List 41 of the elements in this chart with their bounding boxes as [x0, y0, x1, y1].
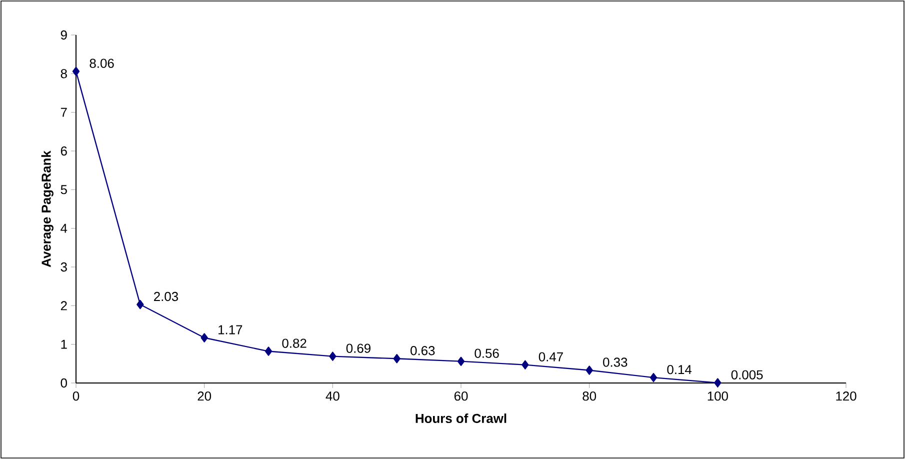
x-tick-label: 40 — [326, 392, 340, 401]
y-axis-title: Average PageRank — [41, 150, 54, 268]
data-label: 0.63 — [410, 346, 435, 356]
y-tick-label: 7 — [60, 108, 67, 117]
y-tick-label: 1 — [61, 340, 67, 349]
data-label: 0.69 — [346, 344, 370, 353]
y-tick-label: 4 — [60, 224, 68, 233]
x-tick-label: 100 — [708, 392, 728, 401]
point — [200, 333, 208, 342]
point — [264, 346, 272, 356]
y-tick-label: 6 — [60, 146, 67, 156]
point — [457, 356, 465, 366]
y-tick-label: 9 — [60, 30, 67, 40]
point — [72, 66, 80, 76]
point — [586, 366, 593, 375]
x-tick-label: 80 — [582, 392, 596, 401]
x-tick-label: 0 — [72, 392, 80, 401]
x-tick-label: 120 — [836, 392, 856, 401]
point — [136, 300, 144, 310]
data-label: 8.06 — [90, 58, 114, 68]
y-tick-label: 2 — [60, 301, 67, 310]
y-tick-label: 5 — [60, 185, 67, 194]
data-label: 2.03 — [154, 292, 178, 302]
data-label: 0.47 — [538, 352, 563, 362]
data-label: 1.17 — [218, 325, 242, 334]
y-tick-label: 0 — [60, 378, 67, 388]
x-axis-title: Hours of Crawl — [416, 414, 506, 424]
x-tick-label: 60 — [454, 392, 468, 401]
data-label: 0.005 — [731, 370, 763, 380]
data-label: 0.33 — [603, 358, 628, 367]
point — [393, 354, 400, 364]
point — [329, 352, 336, 361]
data-label: 0.14 — [667, 364, 692, 374]
y-tick-label: 3 — [60, 262, 67, 272]
data-label: 0.82 — [282, 338, 306, 348]
data-label: 0.56 — [474, 348, 499, 358]
y-tick-label: 8 — [60, 69, 67, 78]
point — [650, 372, 658, 382]
point — [714, 378, 722, 388]
point — [522, 360, 529, 370]
x-tick-label: 20 — [198, 392, 212, 401]
